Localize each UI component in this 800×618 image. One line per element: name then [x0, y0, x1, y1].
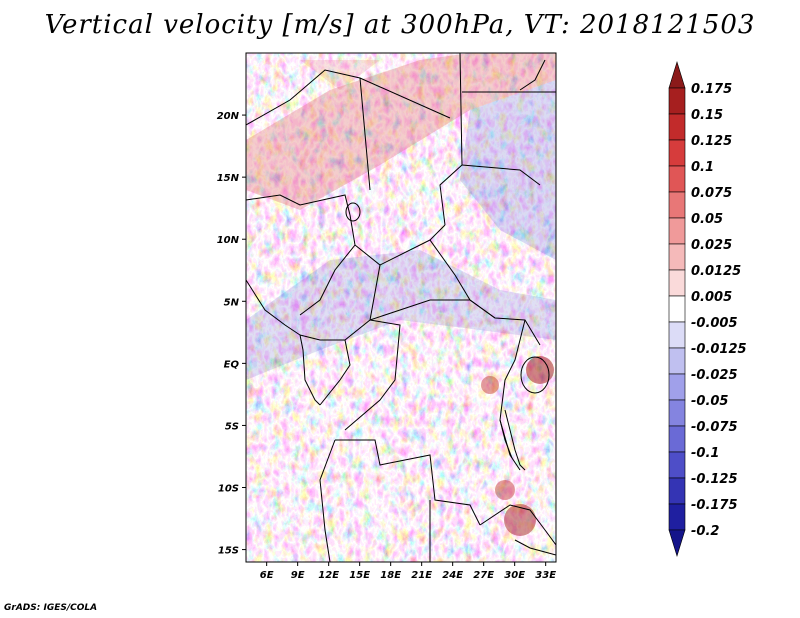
lat-tick-label: 20N [217, 111, 240, 122]
country-borders [246, 53, 556, 562]
colorbar-segment [668, 191, 686, 219]
vertical-velocity-field [246, 53, 556, 562]
colorbar-label: -0.005 [691, 316, 738, 331]
lon-tick-label: 15E [349, 570, 370, 581]
map-frame [245, 52, 557, 563]
lat-tick-label: 10N [217, 235, 240, 246]
longitude-axis: 6E 9E 12E 15E 18E 21E 24E 27E 30E 33E [260, 562, 556, 581]
colorbar-label: -0.175 [691, 498, 738, 513]
lat-tick-label: EQ [224, 359, 240, 370]
colorbar-segment [668, 425, 686, 453]
colorbar-segment [668, 477, 686, 505]
lon-tick-label: 30E [504, 570, 525, 581]
colorbar-label: -0.2 [691, 524, 719, 539]
map-title: Vertical velocity [m/s] at 300hPa, VT: 2… [44, 10, 756, 40]
colorbar-segment [668, 243, 686, 271]
colorbar-segment [668, 87, 686, 115]
colorbar-segment [668, 373, 686, 401]
colorbar-label: -0.1 [691, 446, 719, 461]
colorbar-segment [668, 451, 686, 479]
lon-tick-label: 6E [260, 570, 274, 581]
colorbar-segment [668, 269, 686, 297]
grads-credit: GrADS: IGES/COLA [4, 603, 98, 613]
lat-tick-label: 15S [218, 546, 239, 557]
colorbar-label: -0.025 [691, 368, 738, 383]
colorbar-label: -0.0125 [691, 342, 747, 357]
colorbar-label: 0.05 [691, 212, 723, 227]
colorbar-segment [668, 139, 686, 167]
lon-tick-label: 9E [291, 570, 305, 581]
latitude-axis: 20N 15N 10N 5N EQ 5S 10S 15S [217, 111, 246, 557]
colorbar-label: 0.125 [691, 134, 732, 149]
colorbar-segment [668, 217, 686, 245]
colorbar-label: 0.005 [691, 290, 732, 305]
colorbar-segment [668, 165, 686, 193]
lon-tick-label: 24E [442, 570, 463, 581]
colorbar-segment [668, 503, 686, 531]
lat-tick-label: 5N [224, 297, 240, 308]
lon-tick-label: 27E [473, 570, 494, 581]
colorbar-segment [668, 113, 686, 141]
colorbar-label: 0.15 [691, 108, 723, 123]
lat-tick-label: 5S [225, 421, 239, 432]
lon-tick-label: 12E [318, 570, 339, 581]
colorbar-label: -0.05 [691, 394, 728, 409]
colorbar-segment [668, 347, 686, 375]
lon-tick-label: 18E [380, 570, 401, 581]
lat-tick-label: 10S [218, 484, 239, 495]
colorbar-segment [668, 321, 686, 349]
colorbar-bottom-arrow [668, 529, 686, 558]
colorbar: 0.175 0.15 0.125 0.1 0.075 0.05 0.025 0.0125 0.0… [668, 60, 747, 558]
colorbar-label: 0.075 [691, 186, 732, 201]
colorbar-label: -0.075 [691, 420, 738, 435]
colorbar-top-arrow [668, 60, 686, 89]
colorbar-segment [668, 295, 686, 323]
lon-tick-label: 21E [411, 570, 432, 581]
colorbar-label: -0.125 [691, 472, 738, 487]
colorbar-label: 0.175 [691, 82, 732, 97]
lon-tick-label: 33E [535, 570, 556, 581]
lat-tick-label: 15N [217, 173, 240, 184]
colorbar-label: 0.0125 [691, 264, 741, 279]
colorbar-label: 0.1 [691, 160, 714, 175]
colorbar-segment [668, 399, 686, 427]
colorbar-label: 0.025 [691, 238, 732, 253]
